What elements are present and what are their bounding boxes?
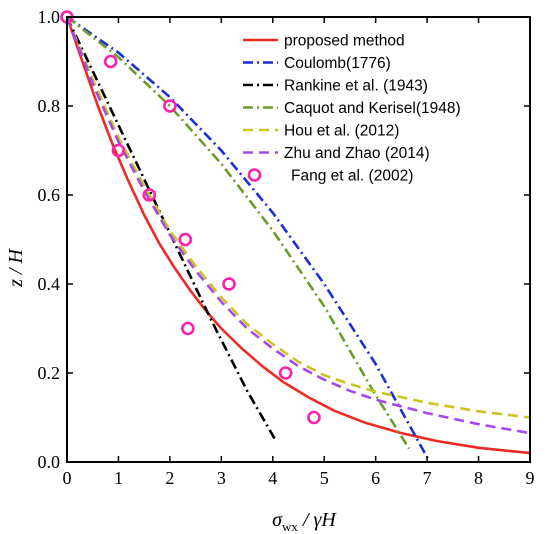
x-axis-label: σwx / γH: [272, 509, 337, 534]
y-tick-label: 0.6: [38, 185, 61, 205]
series-line-caquot-and-kerisel-1948: [66, 15, 411, 450]
legend-label: Rankine et al. (1943): [284, 78, 428, 95]
legend-item: Coulomb(1776): [243, 55, 391, 72]
legend: proposed method Coulomb(1776) Rankine et a…: [243, 33, 461, 185]
y-tick-label: 0.8: [38, 96, 61, 116]
legend-label: proposed method: [284, 33, 405, 50]
series-line-coulomb-1776: [66, 15, 431, 463]
legend-item: proposed method: [243, 33, 405, 50]
x-tick-label: 9: [526, 468, 535, 488]
scatter-point-fang: [307, 410, 321, 425]
scatter-point-fang: [181, 321, 195, 336]
x-tick-label: 3: [217, 468, 226, 488]
scatter-point-fang: [178, 232, 193, 247]
x-axis-label-subscript: wx: [282, 519, 298, 534]
legend-item: Zhu and Zhao (2014): [243, 145, 430, 162]
legend-item: Hou et al. (2012): [243, 123, 399, 140]
legend-marker: [247, 168, 262, 182]
x-tick-label: 0: [63, 468, 72, 488]
legend-label: Coulomb(1776): [284, 55, 391, 72]
ticks-layer: 0 1 2 3 4 5 6 7 8 9 0.0 0.2 0.4 0.6 0.8 1.0: [38, 7, 535, 488]
x-tick-label: 1: [114, 468, 123, 488]
legend-label: Zhu and Zhao (2014): [284, 145, 430, 162]
plot-frame: [66, 16, 531, 463]
series-line-rankine-et-al-1943: [65, 16, 277, 441]
scatter-point-fang: [222, 277, 236, 291]
y-tick-label: 0.4: [38, 274, 61, 294]
series-line-hou-et-al-2012: [65, 16, 531, 419]
scatter-point-fang: [278, 366, 293, 380]
y-axis-label: z / H: [5, 248, 27, 288]
legend-item: Caquot and Kerisel(1948): [243, 100, 461, 117]
legend-label: Fang et al. (2002): [291, 168, 413, 185]
x-tick-label: 6: [371, 468, 380, 488]
scatter-point-fang: [111, 143, 126, 158]
x-tick-label: 7: [423, 468, 432, 488]
scatter-point-fang: [103, 54, 118, 69]
legend-item: Fang et al. (2002): [247, 168, 413, 185]
series-line-proposed-method: [65, 16, 531, 455]
x-tick-label: 8: [474, 468, 483, 488]
x-tick-label: 5: [320, 468, 329, 488]
y-tick-label: 0.2: [38, 363, 61, 383]
legend-label: Caquot and Kerisel(1948): [284, 100, 461, 117]
series-line-zhu-and-zhao-2014: [65, 16, 531, 435]
legend-label: Hou et al. (2012): [284, 123, 399, 140]
x-axis-label-sigma: σ: [272, 509, 283, 531]
x-axis-label-rest: / γH: [298, 509, 337, 531]
x-tick-label: 2: [165, 468, 174, 488]
x-tick-label: 4: [268, 468, 277, 488]
y-tick-label: 0.0: [38, 452, 61, 472]
scatter-point-fang: [163, 99, 177, 113]
scatter-point-fang: [142, 188, 157, 202]
y-tick-label: 1.0: [38, 7, 61, 27]
legend-item: Rankine et al. (1943): [243, 78, 428, 95]
